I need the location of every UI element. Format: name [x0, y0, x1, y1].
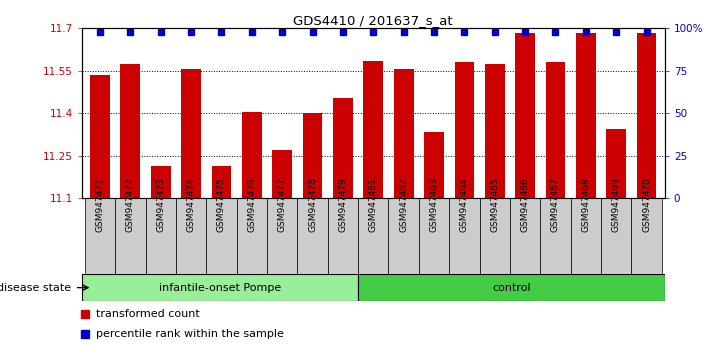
Text: GSM947468: GSM947468	[582, 178, 590, 233]
Text: GSM947471: GSM947471	[95, 178, 105, 233]
Bar	[545, 62, 565, 198]
Text: disease state: disease state	[0, 282, 71, 293]
Bar	[237, 198, 267, 274]
Text: GSM947462: GSM947462	[399, 178, 408, 233]
Text: control: control	[492, 282, 530, 293]
Text: GSM947461: GSM947461	[369, 178, 378, 233]
Bar	[394, 69, 414, 198]
Bar	[631, 198, 662, 274]
Bar	[328, 198, 358, 274]
Bar	[510, 198, 540, 274]
Text: GSM947479: GSM947479	[338, 178, 348, 233]
Bar	[120, 64, 140, 198]
Bar	[303, 113, 322, 198]
Bar	[358, 274, 665, 301]
Text: GSM947470: GSM947470	[642, 178, 651, 233]
Text: GSM947477: GSM947477	[278, 178, 287, 233]
Text: GSM947476: GSM947476	[247, 178, 256, 233]
Bar	[181, 69, 201, 198]
Bar	[90, 75, 110, 198]
Text: percentile rank within the sample: percentile rank within the sample	[97, 329, 284, 339]
Text: GSM947475: GSM947475	[217, 178, 226, 233]
Bar	[267, 198, 297, 274]
Bar	[212, 166, 231, 198]
Bar	[606, 129, 626, 198]
Bar	[419, 198, 449, 274]
Text: GSM947464: GSM947464	[460, 178, 469, 233]
Text: transformed count: transformed count	[97, 309, 200, 319]
Bar	[540, 198, 571, 274]
Bar	[206, 198, 237, 274]
Bar	[479, 198, 510, 274]
Bar	[242, 112, 262, 198]
Text: GSM947472: GSM947472	[126, 178, 135, 233]
Bar	[363, 61, 383, 198]
Bar	[571, 198, 601, 274]
Text: GSM947478: GSM947478	[308, 178, 317, 233]
Bar	[358, 198, 388, 274]
Bar	[85, 198, 115, 274]
Bar	[115, 198, 146, 274]
Bar	[333, 98, 353, 198]
Text: GSM947465: GSM947465	[491, 178, 499, 233]
Text: GSM947469: GSM947469	[611, 178, 621, 233]
Bar	[576, 33, 596, 198]
Bar	[515, 33, 535, 198]
Bar	[176, 198, 206, 274]
Bar	[297, 198, 328, 274]
Bar	[82, 274, 358, 301]
Bar	[424, 132, 444, 198]
Text: GSM947466: GSM947466	[520, 178, 530, 233]
Bar	[636, 33, 656, 198]
Bar	[601, 198, 631, 274]
Bar	[151, 166, 171, 198]
Text: GSM947474: GSM947474	[186, 178, 196, 233]
Bar	[454, 62, 474, 198]
Bar	[449, 198, 479, 274]
Bar	[388, 198, 419, 274]
Bar	[272, 150, 292, 198]
Text: GSM947463: GSM947463	[429, 178, 439, 233]
Bar	[146, 198, 176, 274]
Title: GDS4410 / 201637_s_at: GDS4410 / 201637_s_at	[294, 14, 453, 27]
Text: GSM947473: GSM947473	[156, 178, 165, 233]
Text: infantile-onset Pompe: infantile-onset Pompe	[159, 282, 281, 293]
Bar	[485, 64, 505, 198]
Text: GSM947467: GSM947467	[551, 178, 560, 233]
